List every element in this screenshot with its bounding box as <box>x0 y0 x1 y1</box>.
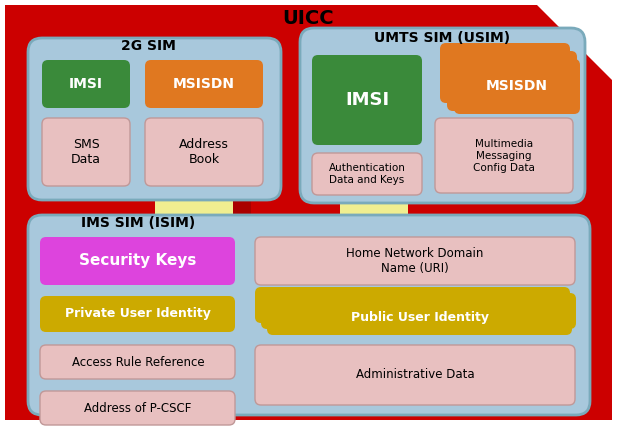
FancyBboxPatch shape <box>255 287 570 323</box>
FancyBboxPatch shape <box>145 60 263 108</box>
Text: UMTS SIM (USIM): UMTS SIM (USIM) <box>374 31 510 45</box>
Text: Security Keys: Security Keys <box>80 253 197 268</box>
FancyBboxPatch shape <box>42 60 130 108</box>
Polygon shape <box>5 5 612 420</box>
Text: Address
Book: Address Book <box>179 138 229 166</box>
FancyBboxPatch shape <box>40 391 235 425</box>
FancyBboxPatch shape <box>255 345 575 405</box>
FancyBboxPatch shape <box>312 55 422 145</box>
FancyBboxPatch shape <box>312 153 422 195</box>
FancyBboxPatch shape <box>145 118 263 186</box>
FancyBboxPatch shape <box>440 43 570 103</box>
FancyBboxPatch shape <box>28 215 590 415</box>
Text: 2G SIM: 2G SIM <box>120 39 175 53</box>
Text: MSISDN: MSISDN <box>486 79 548 93</box>
FancyBboxPatch shape <box>28 38 281 200</box>
Text: Administrative Data: Administrative Data <box>355 369 474 381</box>
Text: IMSI: IMSI <box>345 91 389 109</box>
FancyBboxPatch shape <box>261 293 576 329</box>
Text: SMS
Data: SMS Data <box>71 138 101 166</box>
Text: Private User Identity: Private User Identity <box>65 307 211 321</box>
Bar <box>340 195 408 250</box>
Text: IMS SIM (ISIM): IMS SIM (ISIM) <box>81 216 195 230</box>
FancyBboxPatch shape <box>40 237 235 285</box>
Text: Multimedia
Messaging
Config Data: Multimedia Messaging Config Data <box>473 140 535 172</box>
FancyBboxPatch shape <box>454 59 580 114</box>
Bar <box>155 195 233 250</box>
FancyBboxPatch shape <box>255 237 575 285</box>
Text: IMSI: IMSI <box>69 77 103 91</box>
Text: Access Rule Reference: Access Rule Reference <box>72 356 204 369</box>
FancyBboxPatch shape <box>40 296 235 332</box>
Text: UICC: UICC <box>282 9 334 27</box>
FancyBboxPatch shape <box>447 51 577 111</box>
FancyBboxPatch shape <box>40 345 235 379</box>
FancyBboxPatch shape <box>267 299 572 335</box>
FancyBboxPatch shape <box>435 118 573 193</box>
Text: MSISDN: MSISDN <box>173 77 235 91</box>
Text: Home Network Domain
Name (URI): Home Network Domain Name (URI) <box>346 247 484 275</box>
FancyBboxPatch shape <box>300 28 585 203</box>
FancyBboxPatch shape <box>42 118 130 186</box>
Text: Address of P-CSCF: Address of P-CSCF <box>85 401 192 414</box>
Text: Authentication
Data and Keys: Authentication Data and Keys <box>329 163 405 185</box>
Text: Public User Identity: Public User Identity <box>351 310 489 324</box>
Bar <box>233 195 251 250</box>
